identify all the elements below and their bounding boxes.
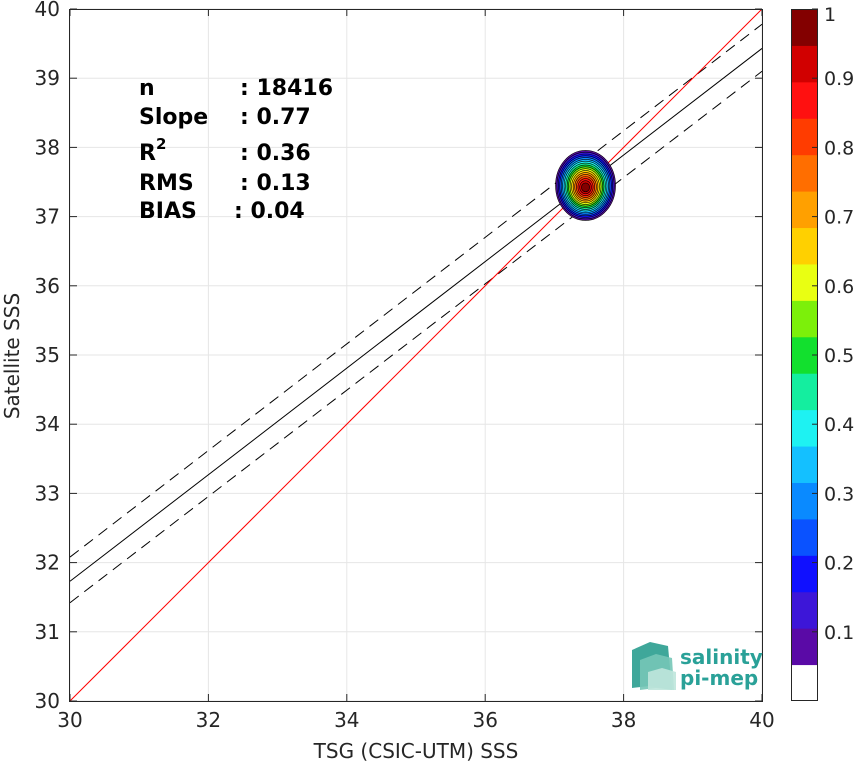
colorbar-level: [791, 9, 818, 46]
salinity-pimep-logo: salinity pi-mep: [632, 642, 763, 690]
line-fit: [69, 48, 763, 582]
colorbar-level: [791, 118, 818, 156]
colorbar-level: [791, 227, 818, 265]
logo-line-2: pi-mep: [680, 666, 758, 690]
y-tick-label: 36: [35, 274, 60, 298]
colorbar-level: [791, 664, 818, 702]
colorbar-level: [791, 518, 818, 556]
colorbar-tick-label: 1: [824, 4, 836, 26]
y-tick-label: 32: [35, 551, 60, 575]
y-axis-label: Satellite SSS: [0, 293, 24, 419]
x-tick-label: 40: [749, 708, 774, 732]
colorbar-level: [791, 409, 818, 447]
y-tick-label: 35: [35, 343, 60, 367]
colorbar-tick-label: 0.9: [824, 68, 854, 90]
colorbar-level: [791, 446, 818, 483]
y-tick-label: 40: [35, 0, 60, 21]
colorbar-level: [791, 591, 818, 629]
line-fit-upper: [69, 23, 763, 558]
stats-box: n : 18416 Slope : 0.77 R 2 : 0.36 RMS : 0.13 BIAS…: [139, 76, 333, 224]
stat-value: : 0.13: [240, 171, 311, 196]
colorbar-level: [791, 300, 818, 338]
line-fit-lower: [69, 70, 763, 604]
plot-lines: [69, 8, 763, 702]
x-tick-label: 34: [334, 708, 359, 732]
stat-label: n: [139, 76, 155, 101]
colorbar-tick-label: 0.6: [824, 276, 854, 298]
axis-ticks: 30 32 34 36 38 40 30 31 32 33 34 35 36 37 38 39 40: [35, 0, 775, 732]
colorbar-level: [791, 154, 818, 192]
colorbar-level: [791, 628, 818, 666]
colorbar-tick-label: 0.4: [824, 414, 854, 436]
x-tick-label: 32: [196, 708, 221, 732]
stat-label: BIAS: [139, 199, 197, 224]
x-axis-label: TSG (CSIC-UTM) SSS: [313, 739, 519, 763]
y-tick-label: 34: [35, 412, 60, 436]
plot-frame: [69, 9, 763, 702]
colorbar-tick-label: 0.7: [824, 207, 854, 229]
colorbar-level: [791, 482, 818, 520]
density-level-18: [581, 182, 590, 193]
y-tick-label: 30: [35, 689, 60, 713]
y-tick-label: 33: [35, 481, 60, 505]
y-tick-label: 38: [35, 135, 60, 159]
stat-value: : 0.77: [240, 105, 311, 130]
stat-label-sup: 2: [156, 135, 166, 153]
x-tick-label: 38: [611, 708, 636, 732]
x-tick-label: 30: [57, 708, 82, 732]
colorbar-level: [791, 81, 818, 119]
colorbar-tick-label: 0.1: [824, 622, 854, 644]
x-tick-label: 36: [472, 708, 497, 732]
colorbar-level: [791, 191, 818, 229]
y-tick-label: 31: [35, 620, 60, 644]
y-tick-label: 39: [35, 66, 60, 90]
colorbar-level: [791, 263, 818, 301]
colorbar-tick-label: 0.2: [824, 553, 854, 575]
colorbar-level: [791, 45, 818, 83]
colorbar-level: [791, 373, 818, 411]
stat-value: : 18416: [240, 76, 333, 101]
density-contours: [555, 150, 616, 221]
colorbar-tick-label: 0.3: [824, 483, 854, 505]
stat-label: RMS: [139, 171, 194, 196]
stat-value: : 0.04: [234, 199, 305, 224]
colorbar-tick-label: 0.5: [824, 345, 854, 367]
colorbar: 0.1 0.2 0.3 0.4 0.5 0.6 0.7 0.8 0.9 1: [791, 4, 854, 702]
colorbar-level: [791, 555, 818, 593]
logo-line-1: salinity: [680, 645, 763, 669]
y-tick-label: 37: [35, 205, 60, 229]
stat-label: R: [139, 141, 156, 166]
stat-label: Slope: [139, 105, 208, 130]
line-identity: [69, 8, 763, 702]
colorbar-tick-label: 0.8: [824, 137, 854, 159]
stat-value: : 0.36: [240, 141, 311, 166]
